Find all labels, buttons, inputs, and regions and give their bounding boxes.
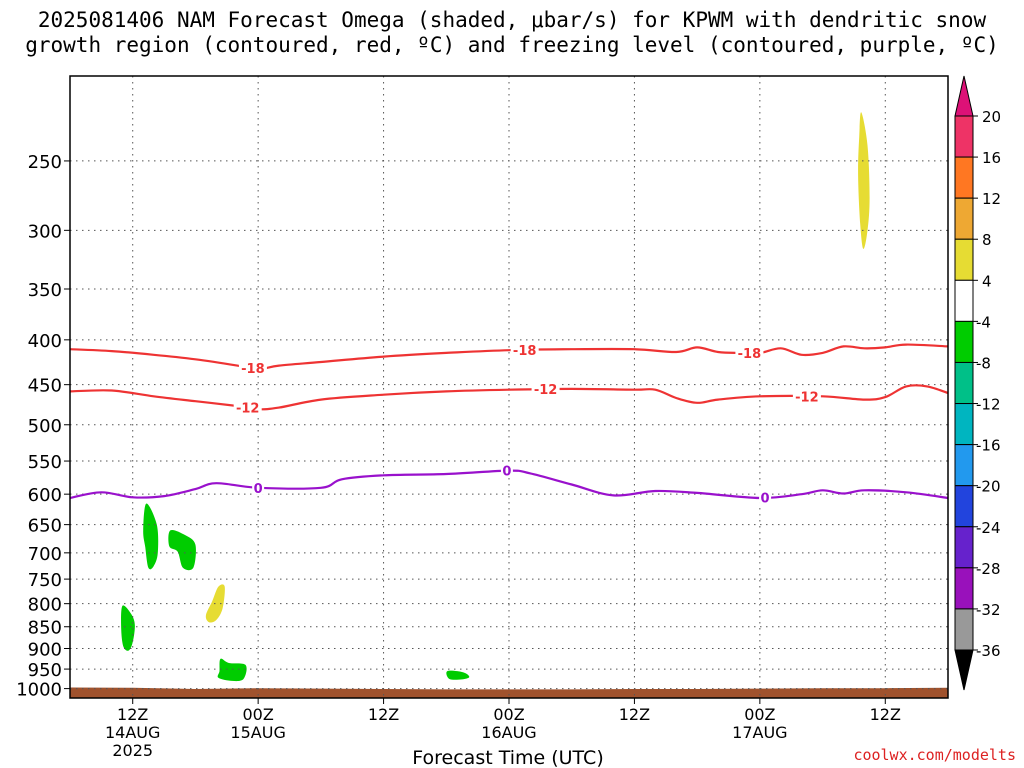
colorbar-label-1: 20	[982, 108, 1001, 126]
contour-m18-label-bg-2	[510, 341, 539, 357]
colorbar-label-4: 8	[982, 231, 992, 249]
x-tick-label-54h: 12Z	[619, 705, 650, 724]
x-tick-label-42h: 00Z	[493, 705, 524, 724]
colorbar-swatch-13	[954, 608, 974, 651]
x-tick-label-66h: 00Z	[744, 705, 775, 724]
y-tick-label-550: 550	[28, 452, 62, 473]
x-tick-label-6h: 12Z	[117, 705, 148, 724]
x-axis-label: Forecast Time (UTC)	[412, 747, 603, 768]
y-tick-label-900: 900	[28, 639, 62, 660]
colorbar-swatch-8	[954, 403, 974, 446]
source-url: coolwx.com/modelts	[853, 746, 1016, 764]
x-tick-year-6h: 2025	[112, 741, 153, 760]
colorbar-label-11: -24	[976, 519, 1001, 537]
contour-m12-label-3: -12	[795, 390, 819, 405]
contour-m18-label-1: -18	[241, 362, 265, 377]
x-tick-date-66h: 17AUG	[732, 723, 787, 742]
x-tick-label-30h: 12Z	[368, 705, 399, 724]
contour-0-label-1: 0	[254, 482, 263, 497]
y-tick-label-800: 800	[28, 595, 62, 616]
title-line-1: 2025081406 NAM Forecast Omega (shaded, μ…	[37, 8, 987, 32]
omega-shading-layer	[70, 112, 948, 698]
axes-layer: 2503003504004505005506006507007508008509…	[16, 75, 949, 760]
contour-0-label-bg-1	[252, 479, 265, 495]
omega-region-7	[858, 112, 870, 249]
surface-ground	[70, 687, 948, 698]
y-tick-label-350: 350	[28, 280, 62, 301]
y-tick-label-1000: 1000	[16, 680, 62, 701]
contour-0	[69, 469, 949, 500]
chart-title: 2025081406 NAM Forecast Omega (shaded, μ…	[0, 8, 1024, 58]
colorbar-swatch-6	[954, 320, 974, 363]
contour-m12-label-bg-3	[792, 388, 821, 404]
y-tick-label-950: 950	[28, 660, 62, 681]
contour-m12-label-bg-1	[233, 399, 262, 415]
colorbar-swatch-12	[954, 567, 974, 610]
x-tick-label-18h: 00Z	[242, 705, 273, 724]
colorbar-label-5: 4	[982, 272, 992, 290]
contour-0-label-3: 0	[761, 491, 770, 506]
x-tick-label-78h: 12Z	[870, 705, 901, 724]
colorbar-swatch-11	[954, 526, 974, 569]
grid-layer	[70, 76, 948, 698]
contour-m18-label-bg-3	[735, 344, 764, 360]
contour-m18-label-3: -18	[738, 347, 762, 362]
colorbar-label-10: -20	[976, 478, 1001, 496]
y-tick-label-250: 250	[28, 152, 62, 173]
contour-0-label-bg-2	[500, 462, 513, 478]
colorbar-label-12: -28	[976, 560, 1001, 578]
x-tick-date-6h: 14AUG	[105, 723, 160, 742]
contour-layer: -18 -18 -18 -12 -12 -12 0 0 0	[69, 341, 949, 506]
colorbar-swatch-10	[954, 485, 974, 528]
colorbar-swatch-2	[954, 156, 974, 199]
omega-region-1	[143, 503, 159, 570]
y-tick-label-300: 300	[28, 221, 62, 242]
omega-region-3	[121, 605, 135, 651]
colorbar-swatch-1	[954, 115, 974, 158]
contour-m12-label-1: -12	[236, 402, 260, 417]
colorbar-label-14: -36	[976, 642, 1001, 660]
y-tick-label-450: 450	[28, 376, 62, 397]
y-tick-label-750: 750	[28, 570, 62, 591]
x-tick-date-18h: 15AUG	[230, 723, 285, 742]
colorbar-bottom-arrow	[954, 649, 974, 691]
colorbar-swatch-7	[954, 361, 974, 405]
y-tick-label-850: 850	[28, 618, 62, 639]
contour-0-label-2: 0	[502, 465, 511, 480]
contour-0-label-bg-3	[759, 489, 772, 505]
colorbar-label-6: -4	[976, 313, 991, 331]
omega-region-5	[446, 670, 470, 680]
colorbar-swatch-5	[954, 279, 974, 322]
title-line-2: growth region (contoured, red, ºC) and f…	[25, 33, 999, 57]
colorbar-label-2: 16	[982, 149, 1001, 167]
contour-m18-label-bg-1	[238, 360, 267, 376]
x-tick-date-42h: 16AUG	[481, 723, 536, 742]
omega-region-4	[217, 658, 247, 682]
colorbar-label-9: -16	[976, 437, 1001, 455]
colorbar-label-13: -32	[976, 601, 1001, 619]
colorbar-label-3: 12	[982, 190, 1001, 208]
y-tick-label-500: 500	[28, 416, 62, 437]
colorbar-swatch-9	[954, 444, 974, 487]
y-tick-label-700: 700	[28, 544, 62, 565]
colorbar: 20 16 12 8 4 -4 -8 -12 -16 -20 -24 -28 -32 -36	[954, 75, 1001, 691]
contour-m18-label-2: -18	[513, 344, 537, 359]
contour-m12-label-bg-2	[531, 381, 560, 397]
colorbar-top-arrow	[954, 75, 974, 117]
y-tick-label-650: 650	[28, 516, 62, 537]
colorbar-label-7: -8	[976, 354, 991, 372]
y-tick-label-600: 600	[28, 485, 62, 506]
omega-region-2	[168, 529, 196, 571]
colorbar-swatch-4	[954, 238, 974, 281]
colorbar-label-8: -12	[976, 396, 1001, 414]
y-tick-label-400: 400	[28, 331, 62, 352]
colorbar-swatch-3	[954, 197, 974, 240]
contour-m12-label-2: -12	[534, 383, 558, 398]
